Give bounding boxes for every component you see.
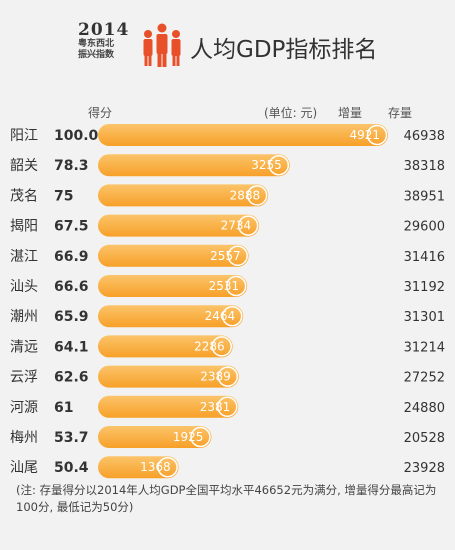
city-label: 河源	[10, 400, 38, 416]
score-label: 62.6	[54, 370, 89, 386]
logo-line-1: 粤东西北	[78, 39, 115, 49]
city-label: 梅州	[10, 430, 38, 446]
increment-bar	[98, 244, 249, 267]
increment-bar	[98, 214, 260, 237]
stock-value-label: 23928	[404, 461, 445, 476]
stock-value-label: 20528	[404, 431, 445, 446]
city-label: 汕尾	[10, 460, 38, 476]
score-label: 78.3	[54, 158, 89, 174]
stock-value-label: 27252	[404, 371, 445, 386]
increment-value-label: 1368	[140, 460, 171, 474]
increment-bar	[98, 154, 290, 177]
city-label: 阳江	[10, 128, 38, 144]
score-label: 61	[54, 400, 73, 416]
city-label: 汕头	[10, 279, 38, 295]
score-label: 50.4	[54, 460, 89, 476]
increment-value-label: 2557	[210, 249, 241, 263]
logo-year: 2014	[78, 20, 130, 40]
increment-bar	[98, 305, 244, 328]
increment-value-label: 2389	[200, 370, 231, 384]
increment-bar	[98, 275, 248, 297]
page-title: 人均GDP指标排名	[190, 37, 378, 63]
increment-value-label: 2286	[194, 339, 225, 353]
city-label: 清远	[10, 339, 38, 355]
bar-end-ring	[268, 154, 290, 176]
city-label: 揭阳	[10, 219, 38, 235]
stock-value-label: 38318	[404, 159, 445, 174]
stock-value-label: 29600	[404, 220, 445, 235]
bar-end-ring	[246, 185, 268, 206]
bar-end-ring	[190, 426, 211, 448]
score-label: 66.9	[54, 249, 89, 265]
city-label: 韶关	[10, 158, 38, 174]
bar-end-ring	[157, 456, 178, 478]
stock-value-label: 31214	[404, 340, 445, 355]
score-label: 64.1	[54, 339, 89, 355]
score-label: 66.6	[54, 279, 89, 295]
increment-value-label: 2888	[230, 188, 261, 202]
city-label: 湛江	[10, 249, 38, 265]
logo: 2014 粤东西北 振兴指数	[78, 22, 138, 61]
increment-bar	[98, 395, 239, 418]
increment-column-header: 增量	[338, 106, 363, 120]
stock-column-header: 存量	[388, 106, 413, 120]
increment-value-label: 2381	[200, 400, 231, 414]
stock-value-label: 31416	[404, 250, 445, 265]
footnote: (注: 存量得分以2014年人均GDP全国平均水平46652元为满分, 增量得分…	[16, 483, 437, 514]
increment-value-label: 2734	[221, 219, 252, 233]
bar-end-ring	[237, 215, 259, 236]
city-label: 茂名	[10, 187, 38, 204]
increment-bar	[98, 365, 239, 388]
logo-line-2: 振兴指数	[78, 50, 115, 60]
increment-value-label: 4921	[349, 128, 380, 142]
score-label: 53.7	[54, 430, 89, 446]
bar-end-ring	[211, 336, 232, 357]
increment-bar	[98, 335, 233, 358]
stock-value-label: 31301	[404, 310, 445, 325]
score-label: 100.0	[54, 128, 99, 144]
score-label: 65.9	[54, 309, 89, 325]
increment-value-label: 3255	[251, 158, 282, 172]
increment-bar	[98, 124, 388, 146]
increment-value-label: 1925	[173, 430, 204, 444]
increment-bar	[98, 456, 179, 479]
bar-end-ring	[366, 124, 388, 146]
bar-end-ring	[217, 396, 238, 418]
header: 2014 粤东西北 振兴指数 人均GDP指标排名	[0, 0, 455, 90]
stock-value-label: 46938	[404, 129, 445, 144]
bar-end-ring	[217, 366, 239, 387]
increment-value-label: 2464	[205, 309, 236, 323]
score-label: 75	[54, 188, 73, 204]
stock-value-label: 38951	[404, 189, 445, 204]
stock-value-label: 24880	[404, 401, 445, 416]
bar-chart: 阳江 100.0 4921 46938 韶关 78.3 3255 38318 茂名 75 2888 3…	[10, 124, 445, 479]
score-column-header: 得分	[88, 106, 113, 120]
city-label: 云浮	[10, 370, 38, 386]
bar-end-ring	[225, 275, 247, 297]
bar-end-ring	[221, 305, 243, 327]
increment-bar	[98, 184, 269, 207]
people-icon	[143, 23, 181, 67]
unit-label: (单位: 元)	[264, 106, 318, 120]
stock-value-label: 31192	[404, 280, 445, 295]
score-label: 67.5	[54, 219, 89, 235]
increment-value-label: 2531	[209, 279, 240, 293]
bar-end-ring	[227, 245, 248, 267]
increment-bar	[98, 426, 212, 448]
city-label: 潮州	[10, 309, 38, 325]
